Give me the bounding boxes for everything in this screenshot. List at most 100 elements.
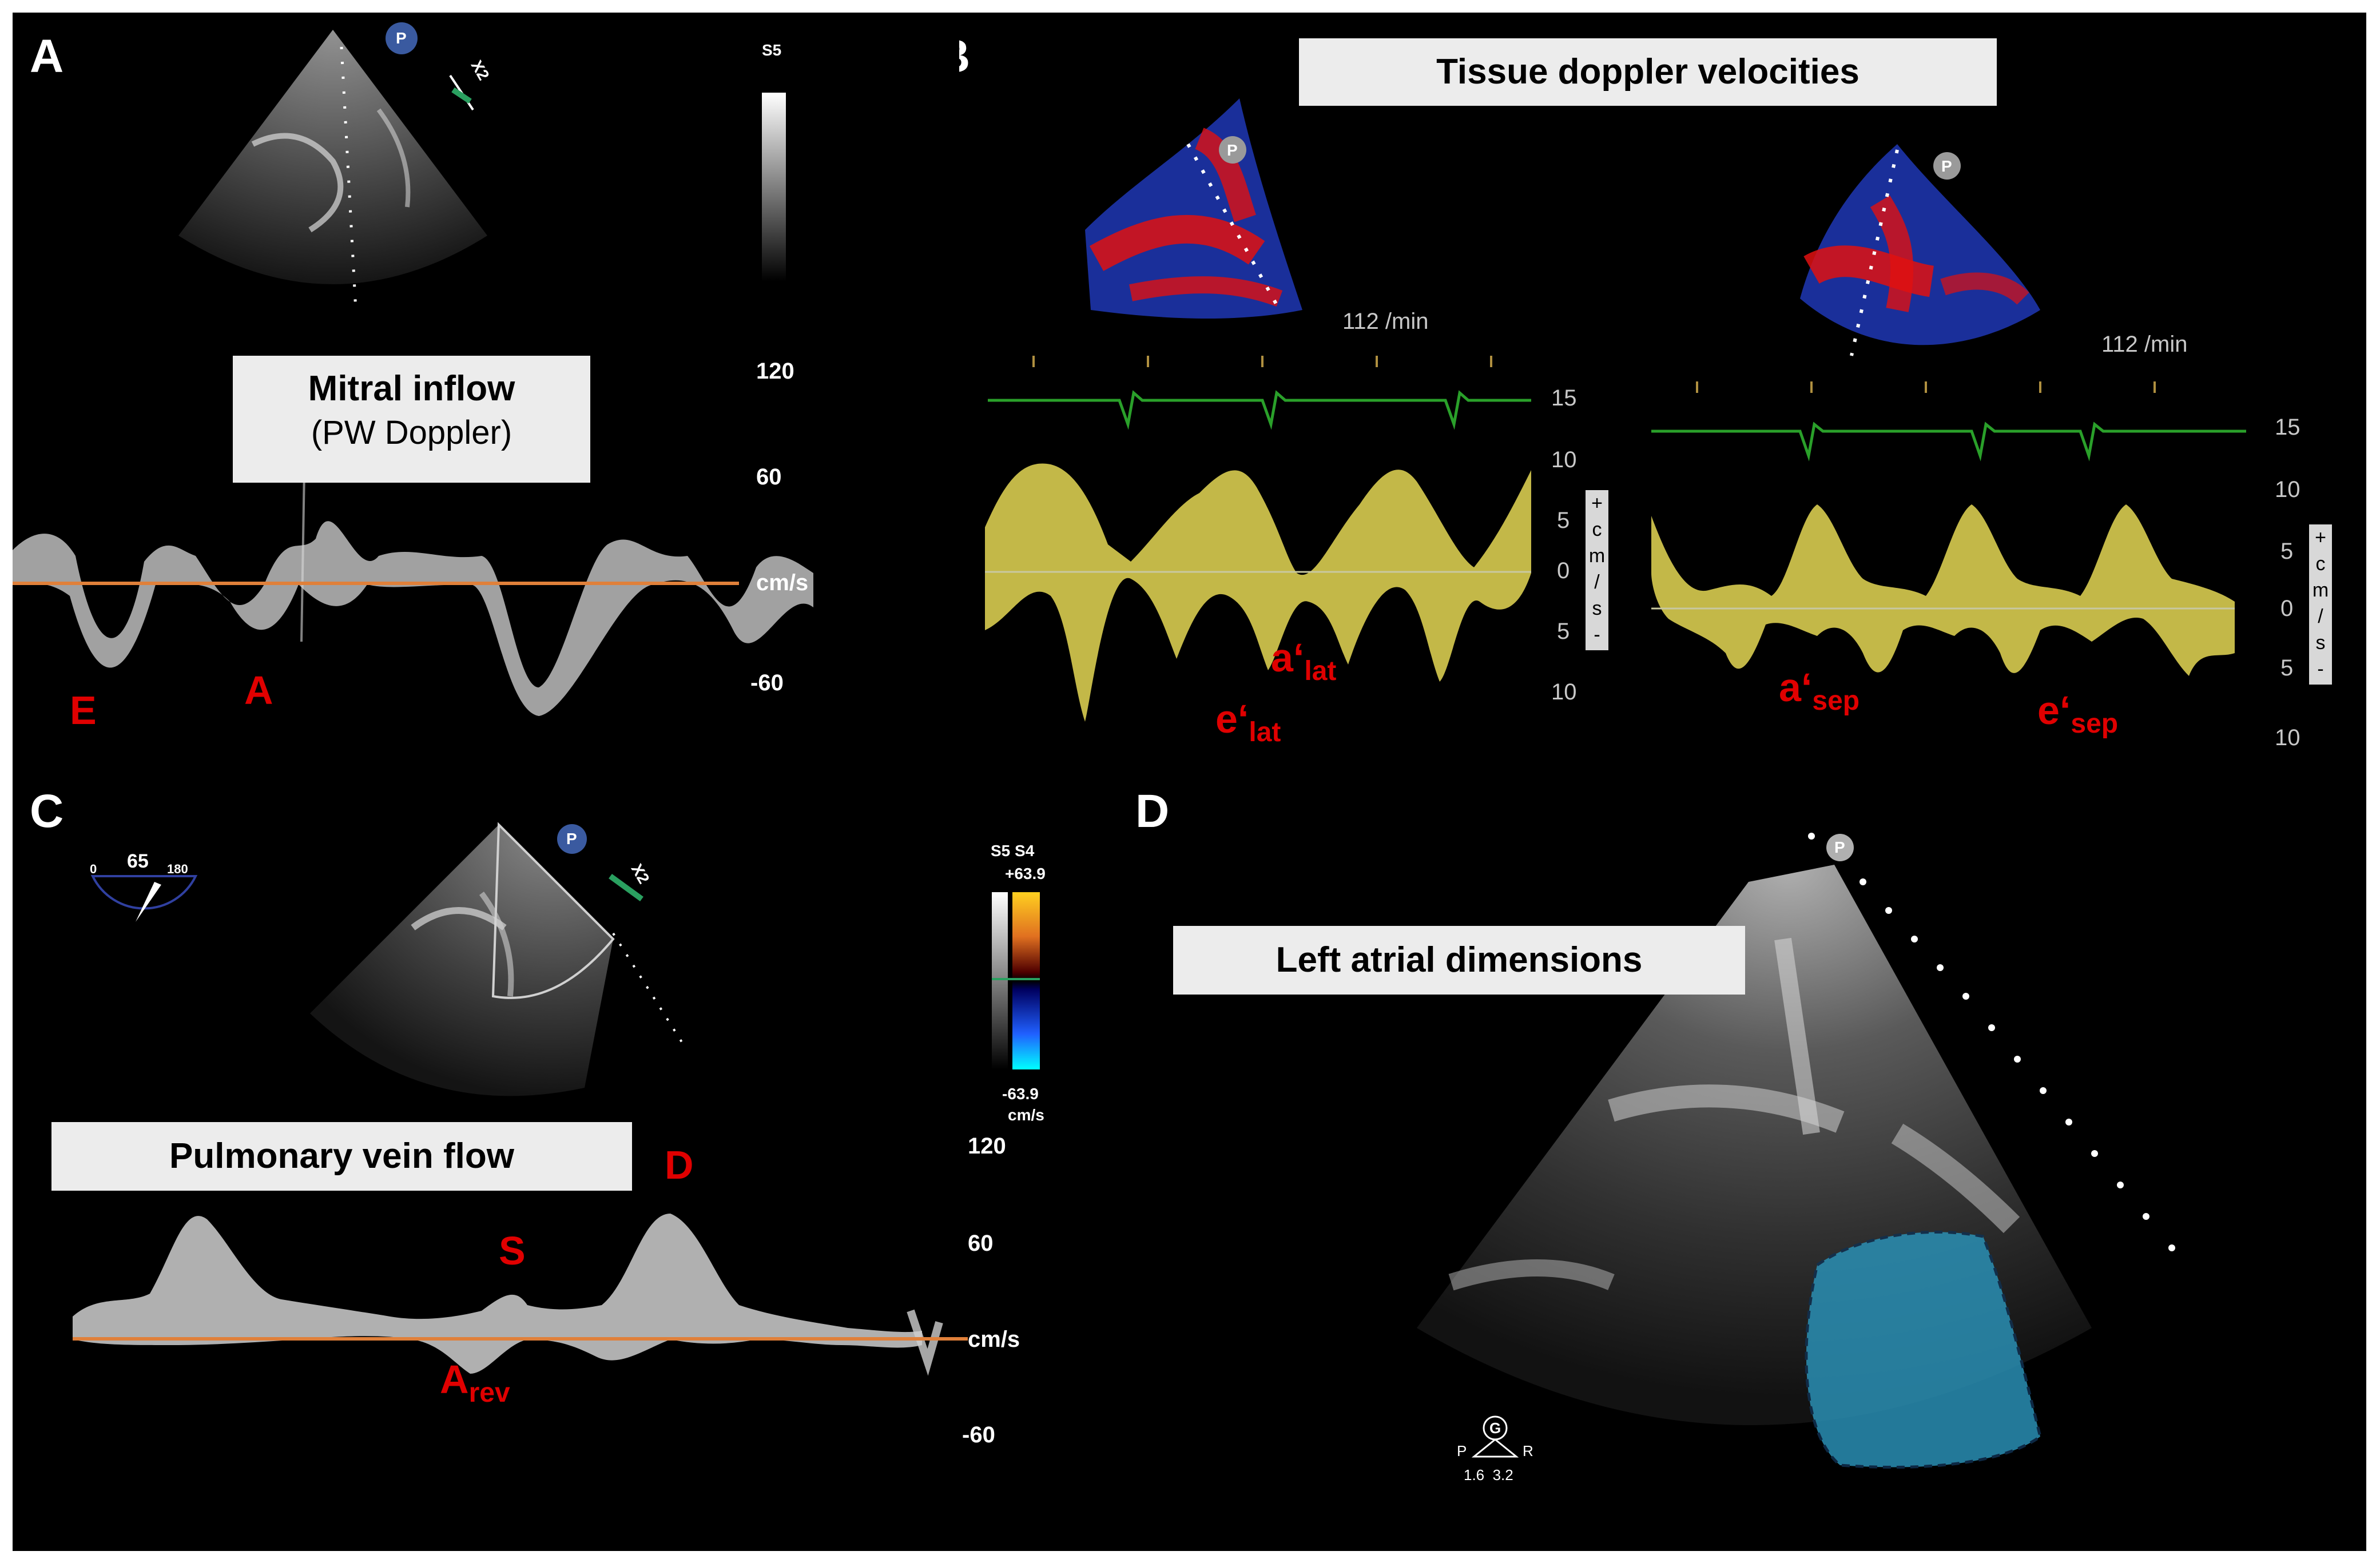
scale-c-neg60: -60 <box>962 1422 995 1447</box>
probe-marker-a-label: P <box>396 29 407 47</box>
annotation-e: E <box>70 688 97 733</box>
annotation-a-sep: a‘sep <box>1779 665 1860 717</box>
scale-a-120: 120 <box>756 359 794 384</box>
tdi-trace-right <box>1651 504 2235 676</box>
scale-b-right-neg5: 5 <box>2280 655 2294 681</box>
scale-b-left-neg10: 10 <box>1551 679 1577 705</box>
unit-char: s <box>2315 632 2326 654</box>
scale-a-neg60: -60 <box>750 670 784 695</box>
mitral-inflow-title-line1: Mitral inflow <box>308 369 515 408</box>
scale-b-right-10: 10 <box>2275 477 2300 502</box>
tissue-doppler-title: Tissue doppler velocities <box>1299 38 1997 106</box>
unit-char: - <box>2317 658 2324 680</box>
color-bar-unit: cm/s <box>1008 1106 1044 1124</box>
annotation-a-lat: a‘lat <box>1271 635 1336 687</box>
scale-b-right-5: 5 <box>2280 539 2294 564</box>
grayscale-bar-c <box>992 892 1008 1069</box>
scale-a-unit: cm/s <box>756 570 809 595</box>
scale-b-right-neg10: 10 <box>2275 725 2300 750</box>
heart-rate-right: 112 /min <box>2101 332 2188 357</box>
panel-label-b: B <box>959 30 970 83</box>
unit-char: + <box>1591 492 1603 514</box>
annotation-d: D <box>665 1143 694 1187</box>
annotation-a-sep-sub: sep <box>1812 686 1860 716</box>
pulmonary-vein-title: Pulmonary vein flow <box>51 1122 632 1191</box>
angle-value: 65 <box>127 850 149 872</box>
annotation-e-lat: e‘lat <box>1215 696 1281 748</box>
panel-b: B Tissue doppler velocities P P 112 /min… <box>959 13 2366 767</box>
annotation-a-rev-main: A <box>440 1357 469 1402</box>
unit-char: - <box>1594 624 1600 646</box>
annotation-e-sep-sub: sep <box>2071 709 2119 739</box>
scale-a-60: 60 <box>756 464 782 490</box>
panel-b-graphics <box>985 98 2246 722</box>
annotation-e-sep-main: e‘ <box>2037 688 2071 733</box>
orientation-r: R <box>1523 1442 1533 1459</box>
scale-b-left-15: 15 <box>1551 385 1577 411</box>
probe-marker-d <box>1826 834 1854 861</box>
panel-label-c: C <box>30 785 64 837</box>
annotation-e-lat-main: e‘ <box>1215 697 1249 741</box>
scale-c-60: 60 <box>968 1231 994 1256</box>
scale-b-left-10: 10 <box>1551 447 1577 472</box>
color-bar-header: S5 S4 <box>991 842 1035 860</box>
angle-min: 0 <box>90 862 97 876</box>
probe-marker-a <box>386 22 418 54</box>
annotation-e-lat-sub: lat <box>1249 717 1281 747</box>
color-velocity-bar <box>1012 892 1040 1069</box>
angle-gauge <box>90 875 198 910</box>
unit-char: / <box>2318 606 2323 627</box>
panel-a-graphics <box>13 22 813 716</box>
scale-b-left-5: 5 <box>1557 508 1570 533</box>
scale-b-right-0: 0 <box>2280 596 2294 621</box>
heart-rate-left: 112 /min <box>1342 309 1429 334</box>
probe-marker-b-right-label: P <box>1941 157 1952 175</box>
ecg-right <box>1651 421 2246 462</box>
unit-box-left: + c m / s - <box>1586 490 1608 650</box>
annotation-a-sep-main: a‘ <box>1779 665 1813 710</box>
panel-c-graphics <box>73 822 1040 1376</box>
annotation-a-lat-sub: lat <box>1304 656 1337 686</box>
probe-marker-b-right <box>1933 152 1961 180</box>
panel-label-d: D <box>1135 785 1170 837</box>
unit-char: / <box>1594 571 1600 593</box>
angle-max: 180 <box>167 862 188 876</box>
panel-a: A X2 P S5 Mitral inflow (PW Doppler) 120… <box>13 13 959 767</box>
mitral-inflow-title: Mitral inflow (PW Doppler) <box>233 356 590 483</box>
unit-char: c <box>1592 519 1602 540</box>
unit-box-right: + c m / s - <box>2309 524 2332 685</box>
panel-c: C 0 65 180 P X2 S5 S4 +63.9 -63.9 cm/s P… <box>13 767 1096 1551</box>
unit-char: m <box>1588 545 1606 567</box>
panel-d: D P Left atrial dimensions G P R 1.6 3.2 <box>1096 767 2366 1551</box>
tdi-trace-left <box>985 463 1531 722</box>
probe-marker-c-label: P <box>566 830 577 848</box>
orientation-p: P <box>1457 1442 1467 1459</box>
scale-b-left-0: 0 <box>1557 558 1570 583</box>
orientation-g: G <box>1489 1419 1501 1437</box>
scale-c-120: 120 <box>968 1134 1006 1159</box>
unit-char: s <box>1592 598 1602 619</box>
color-bar-max: +63.9 <box>1005 865 1046 882</box>
probe-marker-d-label: P <box>1834 838 1845 856</box>
annotation-a-rev: Arev <box>440 1357 510 1409</box>
panel-label-a: A <box>30 30 64 82</box>
scale-b-right-15: 15 <box>2275 415 2300 440</box>
probe-marker-c <box>557 824 587 854</box>
tdi-sector-right <box>1800 144 2040 345</box>
unit-char: m <box>2312 579 2329 601</box>
color-bar-min: -63.9 <box>1002 1085 1039 1103</box>
gain-bar <box>762 93 786 281</box>
annotation-s: S <box>499 1228 526 1273</box>
orientation-values: 1.6 3.2 <box>1464 1466 1513 1484</box>
ecg-left <box>988 390 1531 430</box>
scale-b-left-neg5: 5 <box>1557 619 1570 644</box>
annotation-a-lat-main: a‘ <box>1271 635 1305 680</box>
probe-marker-b-left-label: P <box>1227 141 1238 159</box>
echo-sector-c <box>310 825 613 1096</box>
left-atrium-overlay <box>1805 1230 2042 1469</box>
panel-d-graphics <box>1417 833 2175 1469</box>
annotation-a: A <box>244 668 273 713</box>
unit-char: + <box>2315 527 2326 548</box>
pulmonary-doppler-trace <box>73 1214 922 1374</box>
